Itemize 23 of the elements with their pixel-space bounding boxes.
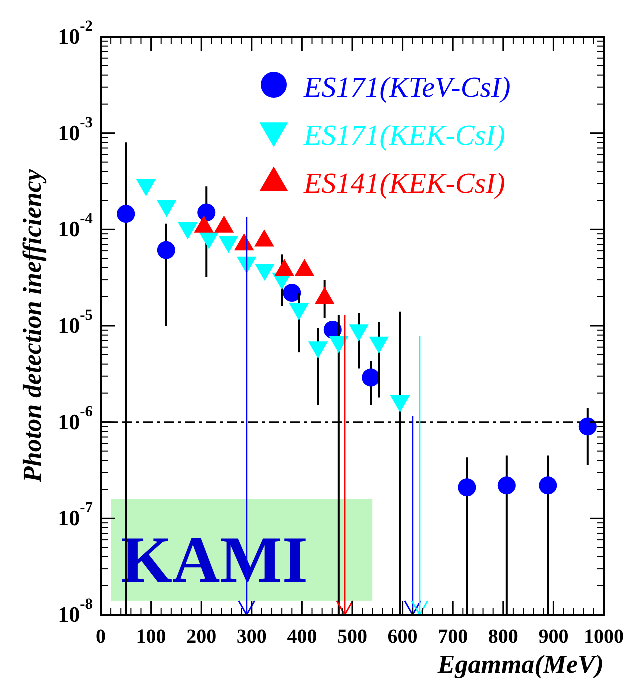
x-tick-label: 700 xyxy=(438,626,468,648)
x-tick-label: 400 xyxy=(287,626,318,648)
y-tick-label: 10$^{-7}$ xyxy=(58,499,94,531)
x-tick-label: 800 xyxy=(488,626,518,648)
y-tick-label: 10$^{-8}$ xyxy=(58,596,94,627)
x-tick-label: 100 xyxy=(136,626,166,648)
y-tick-label: 10$^{-2}$ xyxy=(58,18,94,49)
x-tick-label: 500 xyxy=(338,626,368,648)
legend-label: ES171(KEK-CsI) xyxy=(303,120,506,152)
x-tick-label: 900 xyxy=(538,626,569,648)
x-tick-label: 600 xyxy=(388,626,418,648)
legend-label: ES171(KTeV-CsI) xyxy=(303,72,511,104)
x-tick-label: 300 xyxy=(236,626,267,648)
y-tick-label: 10$^{-3}$ xyxy=(58,114,94,146)
y-axis-title: Photon detection inefficiency xyxy=(18,169,47,484)
y-tick-label: 10$^{-5}$ xyxy=(58,306,94,338)
x-tick-label: 200 xyxy=(186,626,217,648)
y-tick-label: 10$^{-4}$ xyxy=(58,210,94,242)
x-tick-label: 0 xyxy=(96,626,106,648)
y-tick-label: 10$^{-6}$ xyxy=(58,402,94,434)
legend-label: ES141(KEK-CsI) xyxy=(303,168,506,200)
x-tick-label: 1000 xyxy=(584,626,624,648)
x-axis-title: Egamma(MeV) xyxy=(436,650,604,679)
